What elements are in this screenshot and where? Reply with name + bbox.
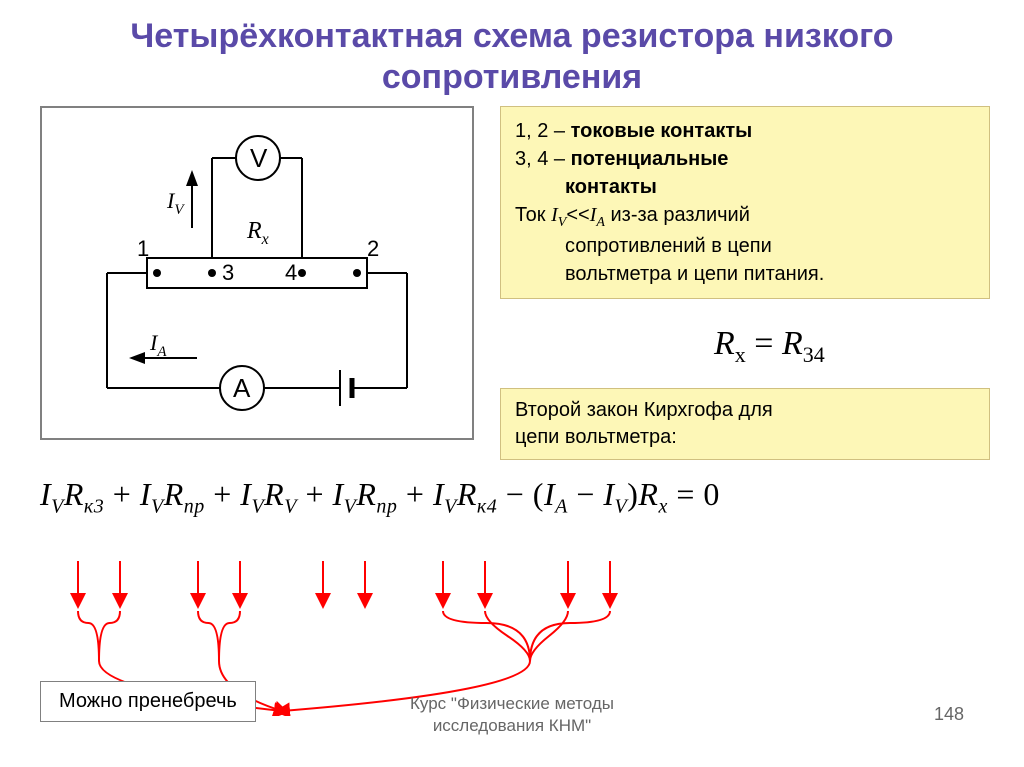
node-4-label: 4 — [285, 260, 297, 285]
kirch-line1: Второй закон Кирхгофа для — [515, 397, 975, 424]
rx-label: Rx — [246, 218, 269, 248]
footer-line2: исследования КНМ" — [433, 716, 591, 735]
kirchhoff-box: Второй закон Кирхгофа для цепи вольтметр… — [500, 388, 990, 460]
main-formula: Rx = R34 — [700, 321, 839, 372]
iv-label: IV — [166, 188, 185, 218]
footer-line1: Курс "Физические методы — [410, 694, 614, 713]
circuit-diagram: 1 2 3 4 Rx V IV A — [40, 106, 474, 440]
ia-label: IA — [149, 330, 167, 360]
node-1-label: 1 — [137, 236, 149, 261]
legend-line2b: контакты — [515, 173, 975, 201]
legend-box: 1, 2 – токовые контакты 3, 4 – потенциал… — [500, 106, 990, 300]
ammeter-label: A — [233, 373, 251, 403]
node-2-label: 2 — [367, 236, 379, 261]
footer: Курс "Физические методы исследования КНМ… — [0, 693, 1024, 737]
legend-line3: Ток IV<<IA из-за различий — [515, 201, 975, 233]
kirchhoff-equation: IVRк3 + IVRпр + IVRV + IVRпр + IVRк4 − (… — [40, 476, 984, 518]
kirch-line2: цепи вольтметра: — [515, 424, 975, 451]
node-3-label: 3 — [222, 260, 234, 285]
voltmeter-label: V — [250, 143, 268, 173]
legend-line3b: сопротивлений в цепи — [515, 232, 975, 260]
page-number: 148 — [934, 704, 964, 725]
legend-line3c: вольтметра и цепи питания. — [515, 260, 975, 288]
legend-line2: 3, 4 – потенциальные — [515, 145, 975, 173]
legend-line1: 1, 2 – токовые контакты — [515, 117, 975, 145]
slide-title: Четырёхконтактная схема резистора низког… — [0, 0, 1024, 106]
